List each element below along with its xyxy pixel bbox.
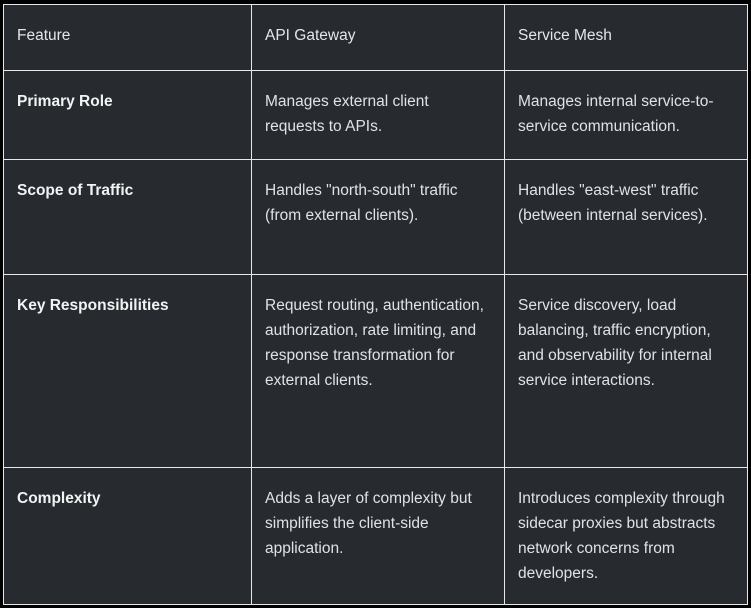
comparison-table: Feature API Gateway Service Mesh Primary…	[3, 4, 748, 605]
api-gateway-cell: Request routing, authentication, authori…	[251, 274, 505, 468]
column-header-api-gateway: API Gateway	[251, 4, 505, 71]
column-header-service-mesh: Service Mesh	[504, 4, 748, 71]
api-gateway-cell: Adds a layer of complexity but simplifie…	[251, 467, 505, 605]
service-mesh-cell: Manages internal service-to-service comm…	[504, 70, 748, 160]
api-gateway-cell: Manages external client requests to APIs…	[251, 70, 505, 160]
comparison-table-container: Feature API Gateway Service Mesh Primary…	[3, 4, 748, 605]
column-header-feature: Feature	[3, 4, 252, 71]
service-mesh-cell: Handles "east-west" traffic (between int…	[504, 159, 748, 275]
service-mesh-cell: Service discovery, load balancing, traff…	[504, 274, 748, 468]
table-header-row: Feature API Gateway Service Mesh	[3, 4, 748, 71]
feature-cell: Scope of Traffic	[3, 159, 252, 275]
feature-cell: Key Responsibilities	[3, 274, 252, 468]
table-row-scope-of-traffic: Scope of Traffic Handles "north-south" t…	[3, 159, 748, 275]
table-row-key-responsibilities: Key Responsibilities Request routing, au…	[3, 274, 748, 468]
api-gateway-cell: Handles "north-south" traffic (from exte…	[251, 159, 505, 275]
feature-cell: Primary Role	[3, 70, 252, 160]
feature-cell: Complexity	[3, 467, 252, 605]
service-mesh-cell: Introduces complexity through sidecar pr…	[504, 467, 748, 605]
table-row-complexity: Complexity Adds a layer of complexity bu…	[3, 467, 748, 605]
table-row-primary-role: Primary Role Manages external client req…	[3, 70, 748, 160]
